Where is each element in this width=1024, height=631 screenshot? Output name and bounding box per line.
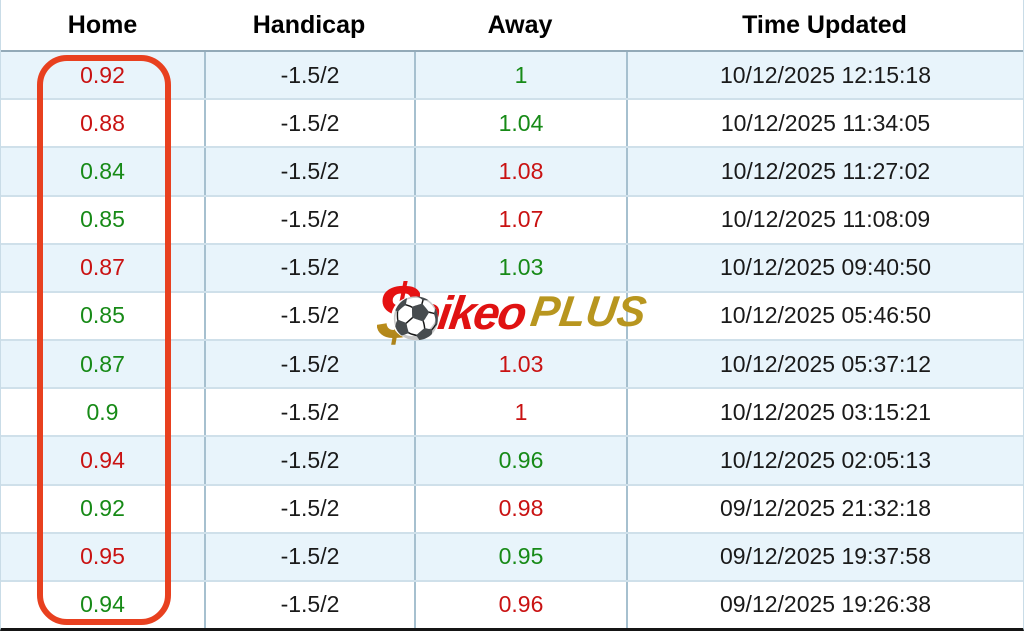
handicap-cell: -1.5/2 xyxy=(204,52,414,99)
table-row: 0.95 -1.5/2 0.95 09/12/2025 19:37:58 xyxy=(1,531,1023,580)
away-odds-cell xyxy=(414,292,626,340)
time-updated-cell: 10/12/2025 11:34:05 xyxy=(626,100,1023,147)
time-updated-cell: 10/12/2025 12:15:18 xyxy=(626,52,1023,99)
column-header-away: Away xyxy=(487,10,553,39)
home-odds-cell: 0.85 xyxy=(80,206,125,233)
time-updated-cell: 10/12/2025 02:05:13 xyxy=(626,437,1023,484)
handicap-cell: -1.5/2 xyxy=(204,341,414,388)
handicap-cell: -1.5/2 xyxy=(204,148,414,195)
table-row: 0.87 -1.5/2 1.03 10/12/2025 05:37:12 xyxy=(1,339,1023,388)
table-row: 0.85 -1.5/2 1.07 10/12/2025 11:08:09 xyxy=(1,194,1023,243)
table-row: 0.92 -1.5/2 0.98 09/12/2025 21:32:18 xyxy=(1,483,1023,532)
time-updated-cell: 09/12/2025 19:26:38 xyxy=(626,581,1023,628)
table-header: Home Handicap Away Time Updated xyxy=(1,0,1023,52)
table-row: 0.92 -1.5/2 1 10/12/2025 12:15:18 xyxy=(1,52,1023,99)
away-odds-cell: 0.96 xyxy=(414,437,626,484)
home-odds-cell: 0.9 xyxy=(86,398,119,425)
handicap-cell: -1.5/2 xyxy=(204,389,414,436)
home-odds-cell: 0.88 xyxy=(80,109,125,136)
table-row: 0.88 -1.5/2 1.04 10/12/2025 11:34:05 xyxy=(1,98,1023,147)
time-updated-cell: 09/12/2025 19:37:58 xyxy=(626,533,1023,580)
away-odds-cell: 1 xyxy=(414,52,626,99)
time-updated-cell: 10/12/2025 09:40:50 xyxy=(626,244,1023,291)
time-updated-cell: 09/12/2025 21:32:18 xyxy=(626,485,1023,532)
table-row: 0.9 -1.5/2 1 10/12/2025 03:15:21 xyxy=(1,387,1023,436)
time-updated-cell: 10/12/2025 11:27:02 xyxy=(626,148,1023,195)
table-body: 0.92 -1.5/2 1 10/12/2025 12:15:18 0.88 -… xyxy=(1,52,1023,628)
time-updated-cell: 10/12/2025 05:37:12 xyxy=(626,341,1023,388)
home-odds-cell: 0.94 xyxy=(80,446,125,473)
away-odds-cell: 1.08 xyxy=(414,148,626,195)
home-odds-cell: 0.85 xyxy=(80,302,125,329)
table-row: 0.85 -1.5/2 10/12/2025 05:46:50 xyxy=(1,290,1023,340)
handicap-cell: -1.5/2 xyxy=(204,485,414,532)
away-odds-cell: 0.98 xyxy=(414,485,626,532)
away-odds-cell: 0.96 xyxy=(414,581,626,628)
home-odds-cell: 0.95 xyxy=(80,543,125,570)
table-row: 0.84 -1.5/2 1.08 10/12/2025 11:27:02 xyxy=(1,146,1023,195)
home-odds-cell: 0.94 xyxy=(80,591,125,618)
column-header-time-updated: Time Updated xyxy=(742,10,907,39)
time-updated-cell: 10/12/2025 03:15:21 xyxy=(626,389,1023,436)
handicap-cell: -1.5/2 xyxy=(204,437,414,484)
home-odds-cell: 0.84 xyxy=(80,157,125,184)
away-odds-cell: 1 xyxy=(414,389,626,436)
time-updated-cell: 10/12/2025 11:08:09 xyxy=(626,196,1023,243)
away-odds-cell: 1.04 xyxy=(414,100,626,147)
time-updated-cell: 10/12/2025 05:46:50 xyxy=(626,292,1023,340)
handicap-cell: -1.5/2 xyxy=(204,100,414,147)
handicap-cell: -1.5/2 xyxy=(204,581,414,628)
handicap-cell: -1.5/2 xyxy=(204,533,414,580)
away-odds-cell: 0.95 xyxy=(414,533,626,580)
column-header-handicap: Handicap xyxy=(252,10,366,39)
table-row: 0.87 -1.5/2 1.03 10/12/2025 09:40:50 xyxy=(1,242,1023,291)
home-odds-cell: 0.87 xyxy=(80,254,125,281)
away-odds-cell: 1.03 xyxy=(414,341,626,388)
home-odds-cell: 0.87 xyxy=(80,350,125,377)
away-odds-cell: 1.03 xyxy=(414,244,626,291)
table-row: 0.94 -1.5/2 0.96 09/12/2025 19:26:38 xyxy=(1,579,1023,628)
handicap-cell: -1.5/2 xyxy=(204,244,414,291)
home-odds-cell: 0.92 xyxy=(80,495,125,522)
home-odds-cell: 0.92 xyxy=(80,61,125,88)
away-odds-cell: 1.07 xyxy=(414,196,626,243)
handicap-cell: -1.5/2 xyxy=(204,292,414,340)
table-row: 0.94 -1.5/2 0.96 10/12/2025 02:05:13 xyxy=(1,435,1023,484)
handicap-cell: -1.5/2 xyxy=(204,196,414,243)
column-header-home: Home xyxy=(67,10,138,39)
